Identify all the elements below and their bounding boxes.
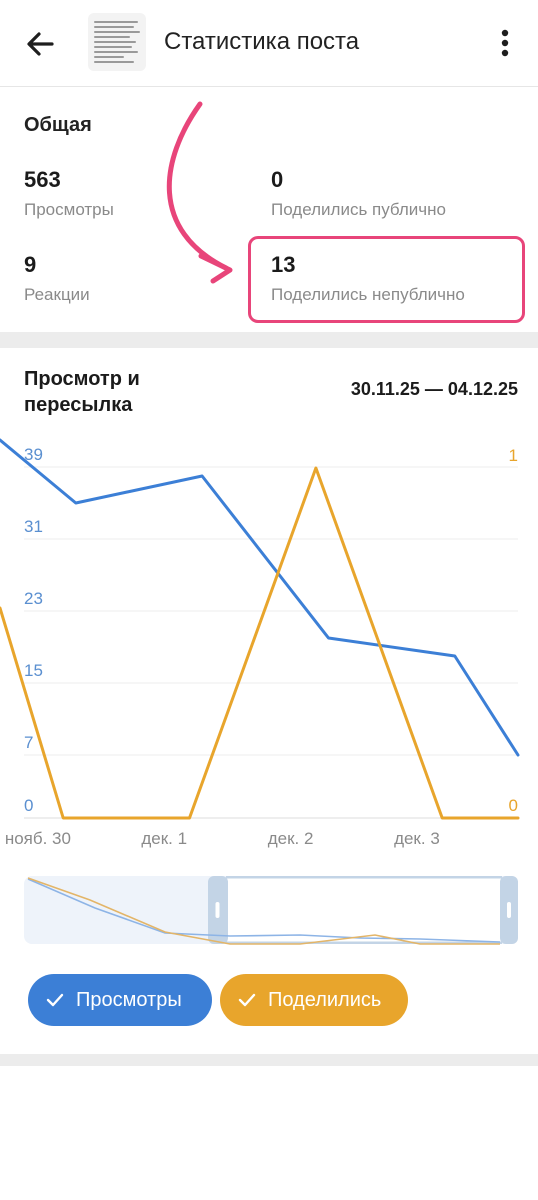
range-selector[interactable] — [0, 868, 538, 958]
arrow-left-icon — [27, 32, 54, 56]
y-right-tick-label: 0 — [509, 796, 518, 815]
shares-toggle-button[interactable]: Поделились — [220, 974, 408, 1026]
more-options-button[interactable] — [490, 22, 520, 64]
public-shares-label: Поделились публично — [271, 200, 447, 219]
top-app-bar: Статистика поста — [0, 0, 538, 87]
x-tick-label: дек. 1 — [141, 829, 187, 848]
y-left-tick-label: 39 — [24, 445, 43, 464]
check-icon — [238, 993, 256, 1007]
check-icon — [46, 993, 64, 1007]
reactions-count: 9 — [24, 252, 37, 277]
y-left-tick-label: 7 — [24, 733, 33, 752]
chart-date-range[interactable]: 30.11.25 — 04.12.25 — [350, 379, 518, 399]
y-left-tick-label: 31 — [24, 517, 43, 536]
bottom-divider — [0, 1054, 538, 1066]
post-thumbnail[interactable] — [88, 13, 146, 71]
reactions-label: Реакции — [24, 285, 90, 304]
views-toggle-label: Просмотры — [76, 988, 182, 1011]
shares-toggle-label: Поделились — [268, 988, 382, 1011]
section-divider — [0, 332, 538, 348]
shares-series-line — [0, 466, 520, 820]
views-toggle-button[interactable]: Просмотры — [28, 974, 212, 1026]
private-shares-count: 13 — [271, 252, 296, 277]
page-title: Статистика поста — [164, 28, 360, 55]
highlight-box — [248, 236, 525, 323]
views-series-line — [0, 438, 520, 757]
chart-title: Просмотр и пересылка — [24, 368, 140, 416]
views-count: 563 — [24, 167, 61, 192]
y-right-tick-label: 1 — [509, 446, 518, 465]
private-shares-label: Поделились непублично — [271, 285, 465, 304]
x-tick-label: дек. 3 — [394, 829, 440, 848]
y-left-tick-label: 23 — [24, 589, 43, 608]
x-tick-label: дек. 2 — [268, 829, 314, 848]
public-shares-count: 0 — [271, 167, 284, 192]
annotation-arrow-icon — [166, 101, 233, 284]
x-tick-label: нояб. 30 — [5, 829, 71, 848]
line-chart[interactable]: 39 31 23 15 7 0 1 0 нояб. 30 дек. 1 дек. 2 дек. 3 — [0, 420, 538, 860]
views-label: Просмотры — [24, 200, 114, 219]
y-left-tick-label: 0 — [24, 796, 33, 815]
y-left-tick-label: 15 — [24, 661, 43, 680]
back-button[interactable] — [22, 24, 62, 64]
overview-heading: Общая — [24, 114, 92, 136]
more-vertical-icon — [501, 29, 509, 57]
